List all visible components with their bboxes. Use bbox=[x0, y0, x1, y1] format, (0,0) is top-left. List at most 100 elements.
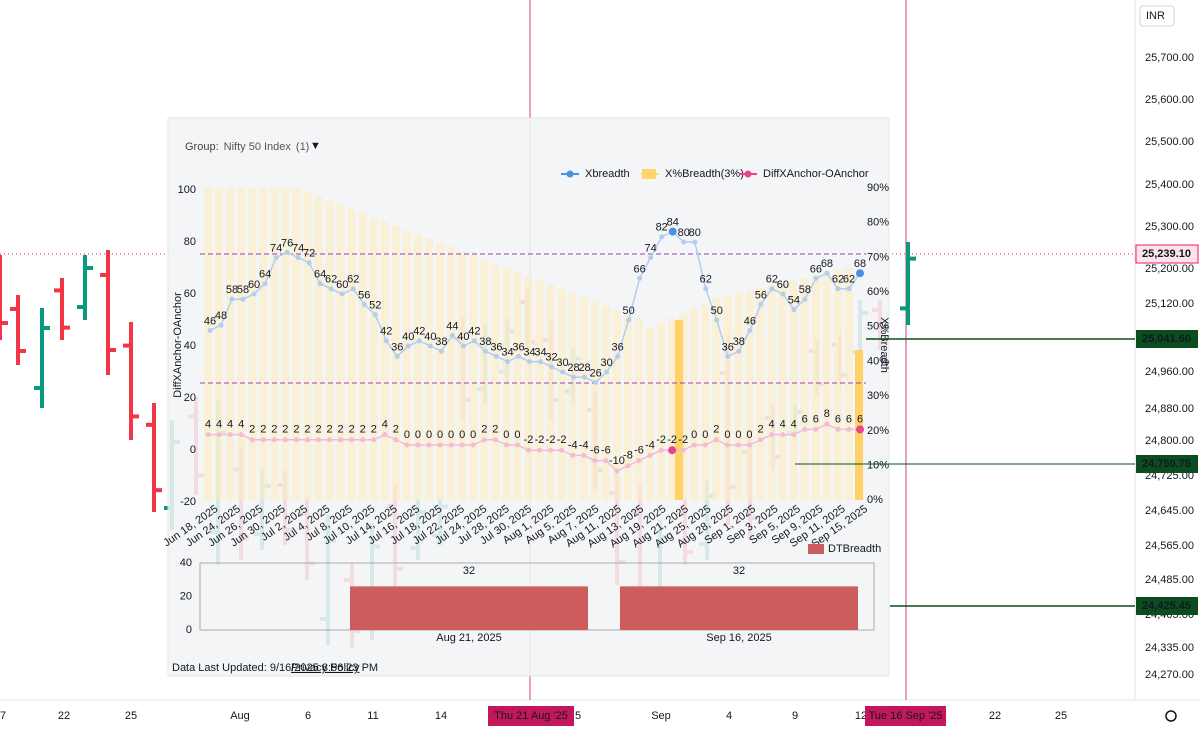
xbreadth-label: 34 bbox=[501, 347, 513, 359]
xbreadth-label: 68 bbox=[854, 258, 866, 270]
diff-label: -10 bbox=[609, 455, 625, 467]
diff-point bbox=[846, 426, 852, 432]
diff-label: 4 bbox=[205, 419, 211, 431]
breadth-bar bbox=[601, 305, 610, 500]
dt-tick-label: 0 bbox=[186, 624, 192, 636]
diff-label: -2 bbox=[535, 434, 545, 446]
dt-legend-label: DTBreadth bbox=[828, 543, 881, 555]
diff-label: 2 bbox=[481, 424, 487, 436]
dt-tick-label: 40 bbox=[180, 557, 192, 569]
time-label: Aug bbox=[230, 710, 250, 722]
diff-point bbox=[724, 442, 730, 448]
diff-point bbox=[338, 437, 344, 443]
breadth-bar bbox=[303, 192, 312, 500]
legend-label: Xbreadth bbox=[585, 168, 630, 180]
xbreadth-point bbox=[339, 291, 345, 297]
right-tick-label: 50% bbox=[867, 321, 889, 333]
diff-label: 0 bbox=[448, 429, 454, 441]
breadth-bar bbox=[325, 200, 334, 500]
xbreadth-point bbox=[626, 317, 632, 323]
breadth-bar bbox=[579, 297, 588, 500]
breadth-bar bbox=[347, 209, 356, 500]
diff-point bbox=[238, 432, 244, 438]
footer-link[interactable]: Privacy Policy bbox=[291, 662, 360, 674]
xbreadth-label: 30 bbox=[556, 357, 568, 369]
diff-label: 4 bbox=[227, 419, 233, 431]
xbreadth-label: 62 bbox=[347, 274, 359, 286]
diff-label: 6 bbox=[846, 413, 852, 425]
xbreadth-point bbox=[692, 239, 698, 245]
xbreadth-point bbox=[383, 338, 389, 344]
settings-icon[interactable] bbox=[1165, 710, 1177, 722]
xbreadth-point bbox=[856, 269, 864, 278]
time-label: 6 bbox=[305, 710, 311, 722]
xbreadth-point bbox=[251, 291, 257, 297]
dt-tick-label: 20 bbox=[180, 590, 192, 602]
diff-point bbox=[691, 442, 697, 448]
left-axis-title: DiffXAnchor-OAnchor bbox=[172, 292, 184, 398]
dt-date: Aug 21, 2025 bbox=[436, 632, 501, 644]
breadth-bar bbox=[789, 280, 798, 500]
price-label: 24,880.00 bbox=[1145, 403, 1194, 415]
xbreadth-point bbox=[449, 333, 455, 339]
diff-label: 2 bbox=[282, 424, 288, 436]
xbreadth-label: 32 bbox=[545, 352, 557, 364]
breadth-bar bbox=[248, 188, 257, 500]
diff-label: 0 bbox=[702, 429, 708, 441]
price-tag bbox=[1136, 455, 1198, 473]
xbreadth-point bbox=[405, 343, 411, 349]
xbreadth-label: 28 bbox=[578, 362, 590, 374]
breadth-bar bbox=[745, 290, 754, 500]
diff-point bbox=[746, 442, 752, 448]
breadth-bar bbox=[811, 275, 820, 500]
legend-dot bbox=[744, 170, 752, 178]
crosshair-date: Thu 21 Aug '25 bbox=[494, 710, 568, 722]
xbreadth-label: 80 bbox=[678, 227, 690, 239]
xbreadth-point bbox=[648, 255, 654, 261]
xbreadth-point bbox=[438, 348, 444, 354]
time-label: 4 bbox=[726, 710, 732, 722]
diff-label: -2 bbox=[656, 434, 666, 446]
breadth-bar bbox=[756, 288, 765, 500]
right-tick-label: 60% bbox=[867, 286, 889, 298]
diff-point bbox=[525, 447, 531, 453]
dt-bar-label: 32 bbox=[733, 565, 745, 577]
xbreadth-point bbox=[526, 359, 532, 365]
breadth-bar bbox=[568, 293, 577, 500]
breadth-bar bbox=[447, 246, 456, 500]
diff-label: -2 bbox=[678, 434, 688, 446]
time-label: 7 bbox=[0, 710, 6, 722]
xbreadth-point bbox=[350, 286, 356, 292]
diff-label: 2 bbox=[338, 424, 344, 436]
currency-box[interactable] bbox=[1139, 5, 1175, 27]
diff-point bbox=[802, 426, 808, 432]
breadth-bar bbox=[535, 280, 544, 500]
breadth-bar bbox=[844, 268, 853, 500]
time-label: 25 bbox=[1055, 710, 1067, 722]
xbreadth-point bbox=[659, 234, 665, 240]
breadth-overlay: Group: Nifty 50 Index (1) ▼ Xbreadth X%Breadt… bbox=[161, 117, 890, 677]
breadth-bar bbox=[524, 276, 533, 500]
diff-label: 2 bbox=[315, 424, 321, 436]
breadth-bar bbox=[646, 328, 654, 500]
xbreadth-point bbox=[769, 286, 775, 292]
diff-label: 2 bbox=[713, 424, 719, 436]
diff-label: 0 bbox=[514, 429, 520, 441]
left-tick-label: -20 bbox=[180, 496, 196, 508]
breadth-bar bbox=[226, 188, 235, 500]
right-tick-label: 0% bbox=[867, 494, 883, 506]
xbreadth-point bbox=[835, 286, 841, 292]
xbreadth-point bbox=[813, 275, 819, 281]
xbreadth-label: 80 bbox=[689, 227, 701, 239]
xbreadth-label: 38 bbox=[435, 336, 447, 348]
diff-point bbox=[570, 452, 576, 458]
xbreadth-point bbox=[582, 374, 588, 380]
right-tick-label: 40% bbox=[867, 355, 889, 367]
dt-bar bbox=[620, 586, 858, 630]
breadth-bar bbox=[778, 283, 787, 500]
breadth-bar bbox=[469, 255, 478, 500]
group-title-part: Group: bbox=[185, 141, 219, 153]
xbreadth-point bbox=[571, 374, 577, 380]
price-label: 24,645.00 bbox=[1145, 505, 1194, 517]
diff-point bbox=[824, 421, 830, 427]
